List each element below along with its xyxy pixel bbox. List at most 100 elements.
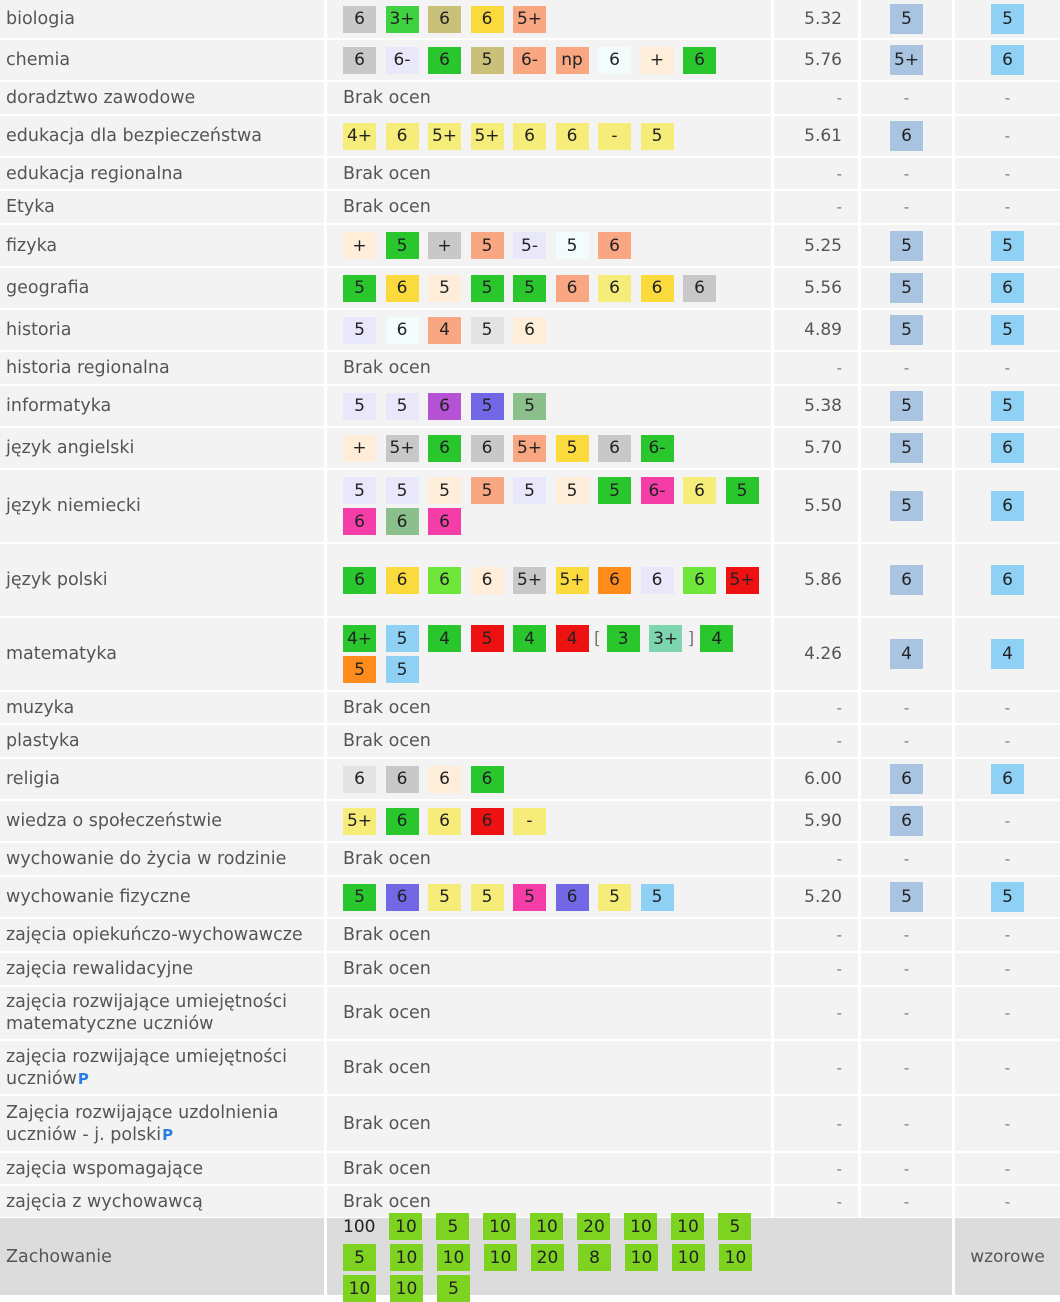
grade-badge[interactable]: 6: [513, 122, 546, 150]
predicted-grade-badge[interactable]: 6: [890, 764, 923, 794]
grade-badge[interactable]: 4+: [343, 625, 376, 652]
grade-badge[interactable]: 6: [470, 765, 504, 793]
grade-badge[interactable]: 5+: [513, 566, 546, 594]
grade-badge[interactable]: 3+: [385, 5, 419, 33]
grade-badge[interactable]: 6: [428, 434, 461, 462]
grade-badge[interactable]: 6: [598, 46, 631, 74]
grade-badge[interactable]: 5+: [725, 566, 759, 594]
behavior-point[interactable]: 10: [437, 1244, 470, 1271]
final-grade-badge[interactable]: 6: [991, 491, 1024, 521]
grade-badge[interactable]: 6: [385, 316, 419, 344]
grade-badge[interactable]: 6: [598, 274, 631, 302]
grade-badge[interactable]: 6: [428, 5, 461, 33]
grade-badge[interactable]: 6: [428, 566, 461, 594]
grade-badge[interactable]: 5: [555, 434, 589, 462]
behavior-point[interactable]: 10: [671, 1213, 705, 1240]
grade-badge[interactable]: 5: [428, 274, 461, 302]
predicted-grade-badge[interactable]: 6: [890, 565, 923, 595]
grade-badge[interactable]: 6: [428, 765, 461, 793]
behavior-point[interactable]: 20: [577, 1213, 611, 1240]
grade-badge[interactable]: 5: [470, 232, 504, 259]
grade-badge[interactable]: 6: [343, 566, 376, 594]
predicted-grade-badge[interactable]: 5: [890, 491, 923, 521]
grade-badge[interactable]: 6: [683, 46, 716, 74]
grade-badge[interactable]: 5: [555, 232, 589, 259]
grade-badge[interactable]: 6: [428, 46, 461, 74]
predicted-grade-badge[interactable]: 5: [890, 391, 923, 421]
grade-badge[interactable]: 4+: [343, 122, 376, 150]
grade-badge[interactable]: +: [428, 232, 461, 259]
final-grade-badge[interactable]: 6: [991, 565, 1024, 595]
grade-badge[interactable]: 6-: [640, 434, 674, 462]
grade-badge[interactable]: 6-: [385, 46, 419, 74]
grade-badge[interactable]: 5: [725, 477, 759, 504]
predicted-grade-badge[interactable]: 5: [890, 315, 923, 345]
grade-badge[interactable]: +: [343, 434, 376, 462]
grade-badge[interactable]: 6: [683, 566, 716, 594]
grade-badge[interactable]: 6: [428, 392, 461, 420]
final-grade-badge[interactable]: 5: [991, 230, 1024, 261]
behavior-point[interactable]: 8: [578, 1244, 611, 1271]
grade-badge[interactable]: 5: [470, 625, 504, 652]
grade-badge[interactable]: 5: [513, 274, 546, 302]
predicted-grade-badge[interactable]: 5: [890, 882, 923, 912]
behavior-point[interactable]: 10: [719, 1244, 752, 1271]
grade-badge[interactable]: 5+: [513, 434, 546, 462]
grade-badge[interactable]: 6: [343, 5, 376, 33]
grade-badge[interactable]: 6: [470, 807, 504, 835]
final-grade-badge[interactable]: 6: [991, 273, 1024, 303]
predicted-grade-badge[interactable]: 6: [890, 121, 923, 151]
grade-badge[interactable]: 6: [555, 122, 589, 150]
grade-badge[interactable]: 6: [385, 274, 419, 302]
predicted-grade-badge[interactable]: 5: [890, 273, 923, 303]
grade-badge[interactable]: 6: [470, 566, 504, 594]
grade-badge[interactable]: 6: [640, 274, 674, 302]
grade-badge[interactable]: 5: [343, 477, 376, 504]
grade-badge[interactable]: 5: [428, 883, 461, 911]
grade-badge[interactable]: 5+: [513, 5, 546, 33]
grade-badge[interactable]: 4: [700, 625, 734, 652]
grade-badge[interactable]: 5-: [513, 232, 546, 259]
behavior-point[interactable]: 10: [343, 1275, 376, 1302]
final-grade-badge[interactable]: 5: [991, 4, 1024, 34]
grade-badge[interactable]: 5: [470, 274, 504, 302]
grade-badge[interactable]: 4: [555, 625, 589, 652]
grade-badge[interactable]: 4: [428, 316, 461, 344]
grade-badge[interactable]: +: [640, 46, 674, 74]
grade-badge[interactable]: 5: [640, 122, 674, 150]
behavior-point[interactable]: 10: [625, 1244, 658, 1271]
final-grade-badge[interactable]: 5: [991, 315, 1024, 345]
grade-badge[interactable]: 6: [343, 765, 376, 793]
grade-badge[interactable]: -: [513, 807, 546, 835]
behavior-point[interactable]: 5: [436, 1213, 470, 1240]
behavior-point[interactable]: 5: [718, 1213, 752, 1240]
final-grade-badge[interactable]: 6: [991, 433, 1024, 463]
grade-badge[interactable]: 3: [606, 625, 640, 652]
grade-badge[interactable]: 6: [428, 508, 461, 535]
grade-badge[interactable]: 6: [683, 477, 716, 504]
grade-badge[interactable]: 5: [513, 883, 546, 911]
grade-badge[interactable]: 4: [513, 625, 546, 652]
grade-badge[interactable]: 5: [343, 316, 376, 344]
behavior-point[interactable]: 10: [483, 1213, 517, 1240]
grade-badge[interactable]: 6: [470, 5, 504, 33]
grade-badge[interactable]: 5: [513, 477, 546, 504]
predicted-grade-badge[interactable]: 5: [890, 230, 923, 261]
grade-badge[interactable]: 6: [598, 232, 631, 259]
grade-badge[interactable]: 5: [385, 232, 419, 259]
grade-badge[interactable]: 5+: [343, 807, 376, 835]
predicted-grade-badge[interactable]: 5: [890, 4, 923, 34]
grade-badge[interactable]: 5: [470, 883, 504, 911]
predicted-grade-badge[interactable]: 5+: [890, 45, 923, 75]
predicted-grade-badge[interactable]: 4: [890, 639, 923, 669]
grade-badge[interactable]: 6: [640, 566, 674, 594]
grade-badge[interactable]: 4: [428, 625, 461, 652]
grade-badge[interactable]: 5+: [385, 434, 419, 462]
grade-badge[interactable]: 5: [598, 883, 631, 911]
grade-badge[interactable]: 5: [470, 316, 504, 344]
grade-badge[interactable]: 5+: [555, 566, 589, 594]
grade-badge[interactable]: 6: [428, 807, 461, 835]
grade-badge[interactable]: 5: [343, 274, 376, 302]
grade-badge[interactable]: 5: [385, 392, 419, 420]
grade-badge[interactable]: 6-: [640, 477, 674, 504]
